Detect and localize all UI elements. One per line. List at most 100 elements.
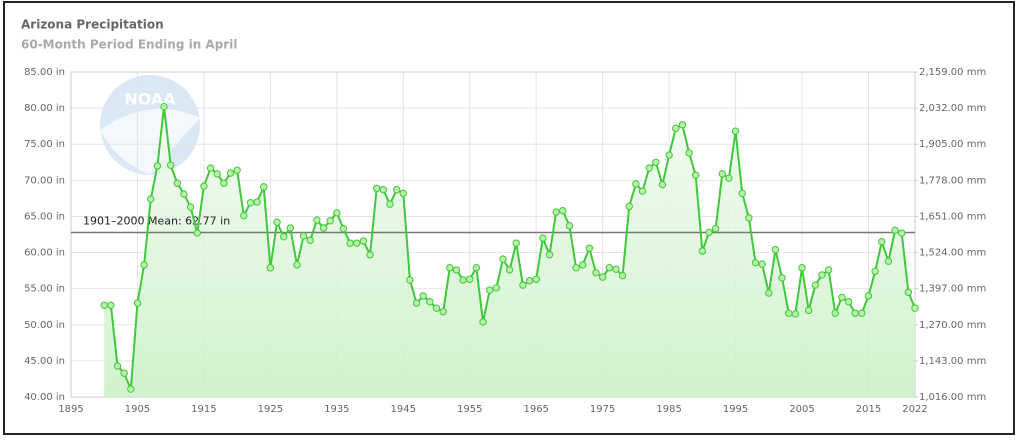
point: [512, 239, 520, 247]
point: [266, 264, 275, 272]
point: [705, 228, 713, 237]
point: [891, 226, 899, 234]
x-tick-label: 1895: [58, 404, 83, 415]
y-tick-label: 60.00 in: [24, 248, 65, 259]
point: [353, 239, 361, 247]
point: [479, 318, 487, 326]
point: [804, 306, 813, 315]
y2-tick-label: 1,905.00 mm: [919, 139, 986, 150]
y2-tick-label: 1,778.00 mm: [919, 175, 986, 186]
y-tick-label: 55.00 in: [24, 284, 65, 295]
point: [412, 299, 421, 307]
point: [858, 309, 866, 317]
point: [226, 169, 235, 177]
point: [532, 275, 540, 283]
point: [339, 225, 348, 233]
point: [313, 216, 321, 224]
point: [771, 245, 780, 254]
y2-tick-label: 1,270.00 mm: [919, 320, 986, 331]
point: [738, 189, 746, 198]
point: [711, 225, 720, 233]
point: [485, 286, 494, 294]
x-tick-label: 1945: [391, 404, 416, 415]
point: [898, 229, 906, 237]
x-tick-label: 2022: [902, 404, 927, 415]
point: [751, 258, 760, 267]
point: [379, 186, 388, 194]
y2-tick-label: 1,524.00 mm: [919, 248, 986, 259]
point: [240, 212, 248, 220]
point: [147, 195, 155, 203]
point: [678, 121, 687, 129]
point: [127, 385, 135, 393]
point: [100, 301, 108, 309]
point: [399, 189, 407, 198]
point: [519, 281, 527, 289]
point: [824, 266, 833, 274]
point: [200, 182, 208, 190]
point: [864, 292, 873, 300]
point: [505, 266, 514, 274]
point: [386, 200, 394, 208]
x-tick-label: 1985: [656, 404, 681, 415]
point: [838, 293, 846, 302]
point: [319, 224, 328, 232]
point: [213, 170, 221, 178]
point: [632, 180, 640, 188]
point: [446, 264, 454, 272]
point: [572, 264, 580, 272]
point: [153, 162, 162, 170]
point: [260, 183, 268, 191]
point: [645, 164, 653, 172]
x-tick-label: 1925: [258, 404, 283, 415]
point: [665, 151, 673, 159]
point: [725, 174, 733, 182]
point: [220, 179, 228, 187]
point: [246, 199, 255, 207]
point: [333, 209, 341, 217]
point: [180, 190, 188, 198]
point: [366, 251, 374, 259]
point: [785, 309, 793, 317]
x-tick-label: 1915: [191, 404, 216, 415]
chart-title: Arizona Precipitation: [21, 18, 164, 32]
point: [592, 269, 600, 277]
y-tick-label: 45.00 in: [24, 356, 65, 367]
point: [419, 292, 427, 300]
point: [133, 299, 142, 307]
point: [884, 257, 893, 265]
point: [206, 164, 215, 172]
point: [718, 170, 726, 178]
y2-tick-label: 2,159.00 mm: [919, 67, 986, 78]
point: [672, 124, 680, 133]
point: [811, 281, 820, 289]
y-tick-label: 40.00 in: [24, 392, 65, 403]
point: [373, 184, 381, 192]
point: [299, 232, 308, 240]
point: [579, 261, 587, 269]
x-tick-label: 2005: [789, 404, 814, 415]
point: [844, 297, 853, 306]
point: [638, 187, 647, 195]
point: [831, 309, 839, 317]
point: [432, 304, 441, 312]
point: [186, 203, 195, 211]
point: [552, 208, 560, 216]
y-tick-label: 70.00 in: [24, 175, 65, 186]
point: [120, 369, 128, 377]
point: [173, 179, 182, 187]
point: [658, 180, 667, 189]
y2-tick-label: 1,143.00 mm: [919, 356, 986, 367]
point: [618, 271, 627, 280]
point: [113, 362, 122, 370]
x-tick-label: 2015: [856, 404, 881, 415]
point: [871, 267, 879, 276]
point: [685, 149, 693, 157]
point: [359, 237, 368, 245]
chart-subtitle: 60-Month Period Ending in April: [21, 38, 237, 52]
point: [326, 217, 334, 225]
point: [652, 158, 660, 166]
y2-tick-label: 2,032.00 mm: [919, 103, 986, 114]
point: [279, 232, 288, 241]
